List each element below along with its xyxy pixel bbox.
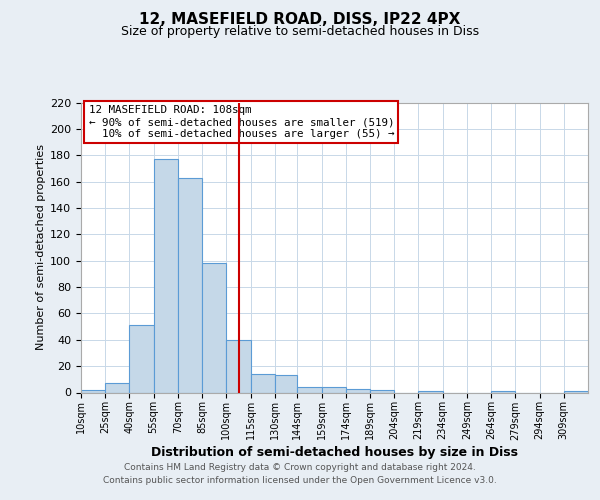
Bar	[298, 387, 322, 392]
Y-axis label: Number of semi-detached properties: Number of semi-detached properties	[36, 144, 46, 350]
Bar	[346, 388, 370, 392]
Bar	[275, 376, 298, 392]
Bar	[105, 384, 130, 392]
Bar	[130, 326, 154, 392]
Bar	[370, 390, 394, 392]
Bar	[178, 178, 202, 392]
X-axis label: Distribution of semi-detached houses by size in Diss: Distribution of semi-detached houses by …	[151, 446, 518, 460]
Bar	[154, 159, 178, 392]
Text: 12 MASEFIELD ROAD: 108sqm
← 90% of semi-detached houses are smaller (519)
  10% : 12 MASEFIELD ROAD: 108sqm ← 90% of semi-…	[89, 106, 394, 138]
Bar	[418, 391, 443, 392]
Text: Contains HM Land Registry data © Crown copyright and database right 2024.: Contains HM Land Registry data © Crown c…	[124, 464, 476, 472]
Text: 12, MASEFIELD ROAD, DISS, IP22 4PX: 12, MASEFIELD ROAD, DISS, IP22 4PX	[139, 12, 461, 28]
Bar	[322, 387, 346, 392]
Bar	[491, 391, 515, 392]
Text: Contains public sector information licensed under the Open Government Licence v3: Contains public sector information licen…	[103, 476, 497, 485]
Bar	[202, 264, 226, 392]
Text: Size of property relative to semi-detached houses in Diss: Size of property relative to semi-detach…	[121, 25, 479, 38]
Bar	[226, 340, 251, 392]
Bar	[564, 391, 588, 392]
Bar	[251, 374, 275, 392]
Bar	[81, 390, 105, 392]
